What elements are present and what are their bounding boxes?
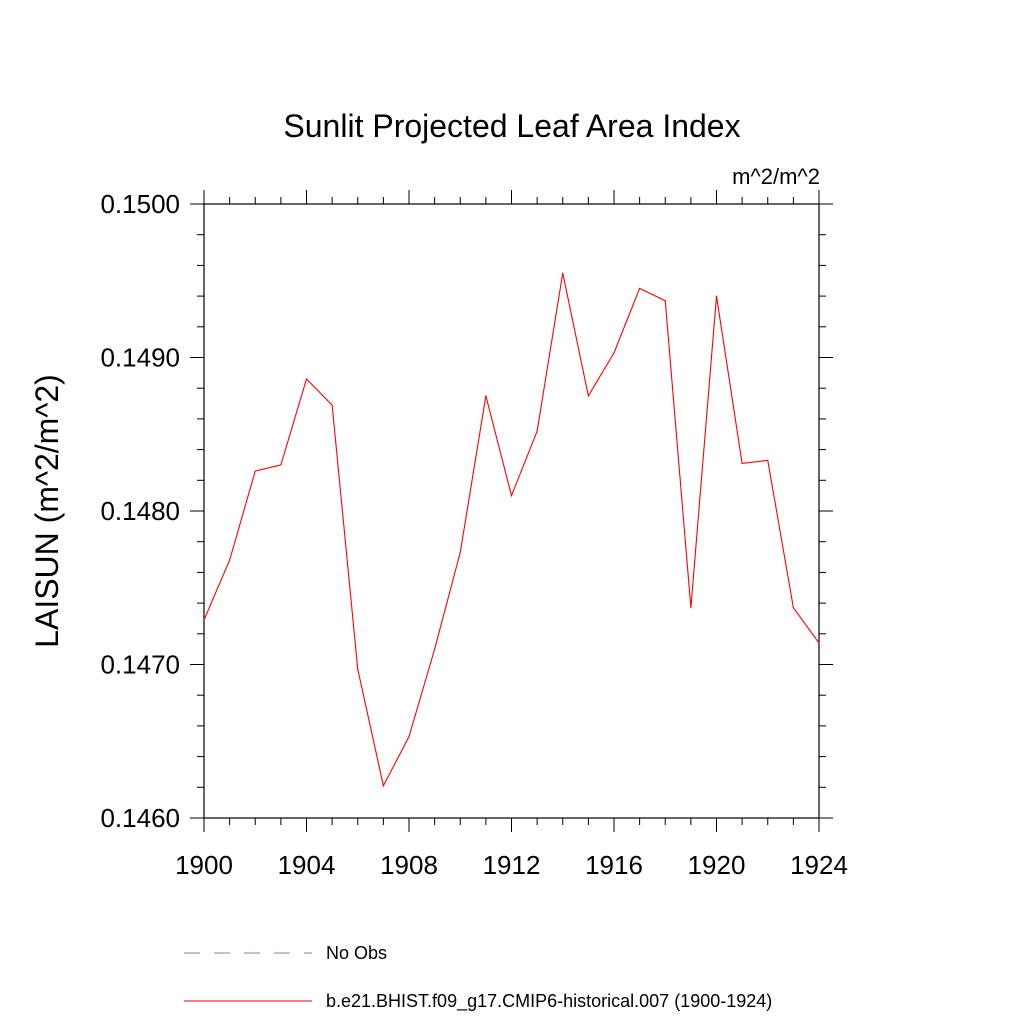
data-point: [587, 395, 589, 397]
data-point: [664, 300, 666, 302]
data-point: [510, 495, 513, 497]
x-tick-label: 1900: [175, 850, 233, 880]
data-point: [792, 607, 794, 609]
y-tick-label: 0.1460: [100, 803, 180, 833]
axis-tick-labels: 1900 1904 1908 1912 1916 1920 1924 0.1460 0.1470…: [100, 189, 847, 880]
y-tick-label: 0.1500: [100, 189, 180, 219]
data-point: [357, 668, 359, 670]
data-point: [305, 378, 308, 380]
data-point: [562, 272, 564, 274]
plot-area: 1900 1904 1908 1912 1916 1920 1924 0.1460 0.1470…: [100, 189, 847, 880]
data-point: [715, 295, 718, 297]
data-point: [741, 462, 743, 465]
x-tick-label: 1904: [278, 850, 336, 880]
data-point: [536, 430, 538, 432]
x-tick-label: 1912: [483, 850, 541, 880]
x-tick-label: 1908: [380, 850, 438, 880]
y-axis-label: LAISUN (m^2/m^2): [29, 374, 65, 648]
series-line: [203, 272, 820, 788]
data-point: [254, 470, 256, 472]
data-point: [434, 648, 436, 650]
data-point: [280, 464, 282, 466]
legend-label-model: b.e21.BHIST.f09_g17.CMIP6-historical.007…: [326, 991, 772, 1012]
data-point: [382, 785, 384, 787]
data-point: [408, 736, 410, 738]
legend: No Obs b.e21.BHIST.f09_g17.CMIP6-histori…: [184, 943, 772, 1012]
y-tick-label: 0.1490: [100, 343, 180, 373]
x-tick-label: 1920: [688, 850, 746, 880]
data-point: [203, 619, 205, 621]
legend-label-no-obs: No Obs: [326, 943, 387, 963]
chart-title: Sunlit Projected Leaf Area Index: [283, 108, 740, 144]
data-point: [459, 551, 461, 554]
data-point: [485, 395, 487, 397]
data-point: [613, 352, 615, 354]
units-label: m^2/m^2: [732, 164, 820, 189]
plot-frame: [203, 203, 820, 819]
data-point: [690, 607, 692, 609]
data-point: [818, 642, 820, 644]
y-tick-label: 0.1480: [100, 496, 180, 526]
axis-ticks: [190, 190, 833, 832]
data-point: [229, 559, 231, 561]
data-point: [331, 404, 333, 406]
data-point: [767, 459, 769, 461]
x-tick-label: 1916: [585, 850, 643, 880]
x-tick-label: 1924: [790, 850, 848, 880]
data-point: [639, 287, 641, 290]
series-layer: [203, 272, 820, 788]
y-tick-label: 0.1470: [100, 650, 180, 680]
